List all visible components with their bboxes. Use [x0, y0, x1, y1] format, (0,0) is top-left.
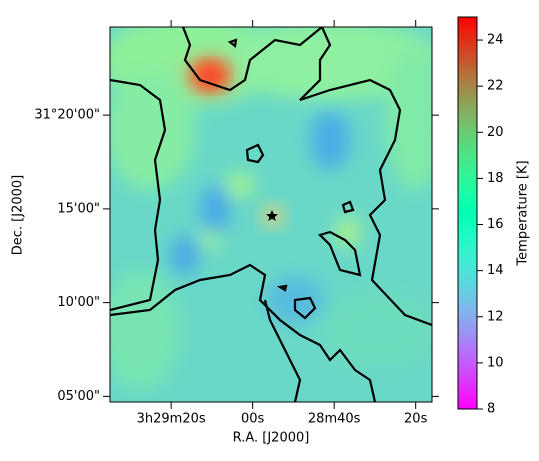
y-tick-label: 10'00" — [57, 295, 100, 310]
y-tick-label: 15'00" — [57, 201, 100, 216]
x-tick-label: 20s — [404, 412, 428, 427]
colorbar-tick-label: 16 — [487, 217, 504, 232]
x-axis-label: R.A. [J2000] — [233, 431, 310, 446]
y-tick-label: 31°20'00" — [34, 108, 100, 123]
plot-frame — [109, 26, 433, 403]
colorbar — [457, 16, 478, 410]
colorbar-tick-label: 12 — [487, 309, 504, 324]
x-tick-label: 3h29m20s — [137, 412, 206, 427]
colorbar-tick-label: 22 — [487, 79, 504, 94]
x-tick-label: 28m40s — [308, 412, 361, 427]
heatmap-image — [110, 27, 432, 402]
colorbar-label: Temperature [K] — [516, 160, 531, 266]
colorbar-tick-label: 18 — [487, 171, 504, 186]
y-axis-label: Dec. [J2000] — [11, 175, 26, 255]
colorbar-tick-label: 10 — [487, 355, 504, 370]
colorbar-tick-label: 14 — [487, 263, 504, 278]
colorbar-tick-label: 20 — [487, 125, 504, 140]
x-tick-label: 00s — [241, 412, 265, 427]
colorbar-tick-label: 8 — [487, 402, 495, 417]
y-tick-label: 05'00" — [57, 389, 100, 404]
colorbar-tick-label: 24 — [487, 33, 504, 48]
